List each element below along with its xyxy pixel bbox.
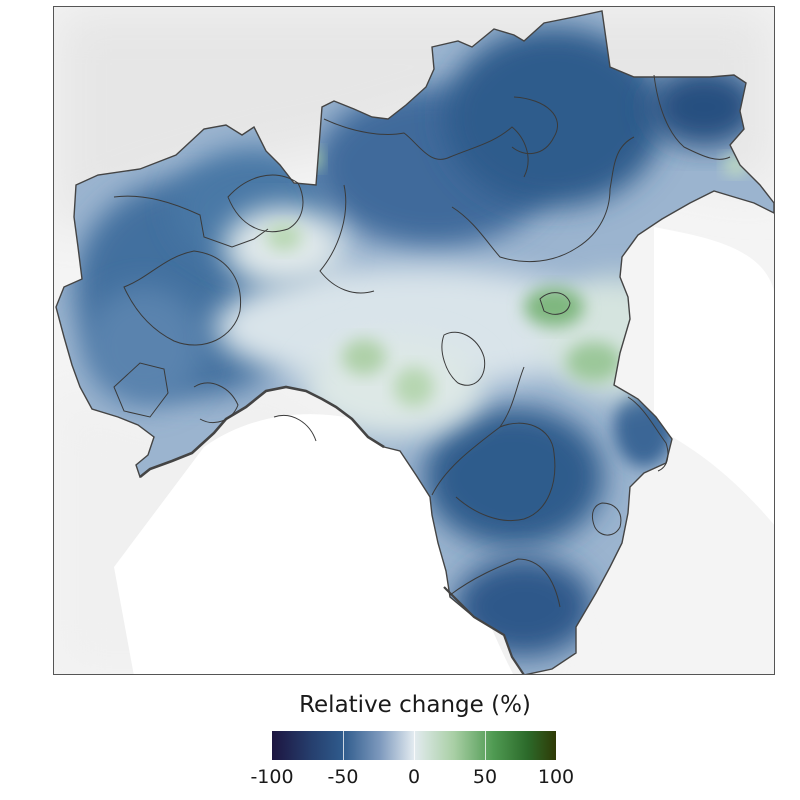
legend-tick-label: -50 [327, 766, 359, 788]
legend-tick-label: 50 [472, 766, 498, 788]
legend-tick-label: 0 [407, 766, 421, 788]
legend-tick-label: 100 [537, 766, 575, 788]
map-panel [53, 6, 775, 675]
legend-tick-mark [343, 731, 344, 760]
legend: Relative change (%) -100 -50 0 50 100 [0, 690, 800, 800]
legend-tick-mark [414, 731, 415, 760]
legend-tick-label: -100 [250, 766, 294, 788]
contour-lines [113, 74, 731, 608]
tyrrhenian-coastline [443, 586, 525, 674]
sea [114, 414, 514, 674]
sea-east [654, 227, 774, 525]
relative-change-map [54, 7, 774, 674]
legend-tick-mark [485, 731, 486, 760]
legend-title: Relative change (%) [299, 692, 531, 718]
ligurian-coastline [139, 385, 385, 479]
